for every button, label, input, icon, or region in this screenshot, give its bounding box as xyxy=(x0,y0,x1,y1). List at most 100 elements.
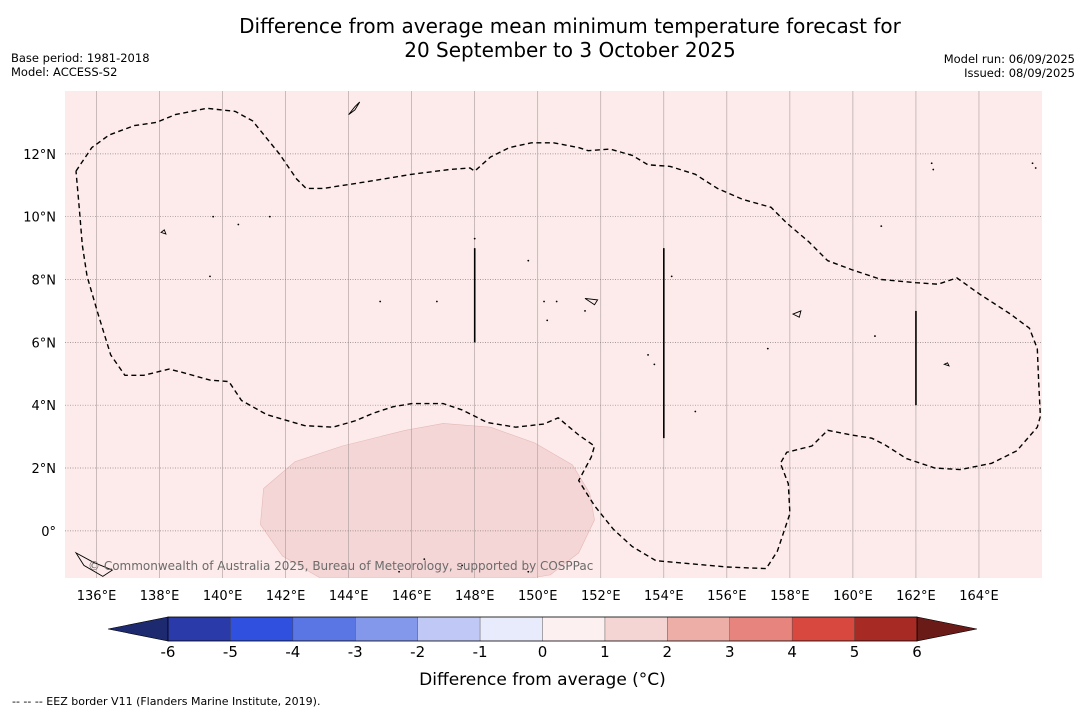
issued-date: Issued: 08/09/2025 xyxy=(964,66,1075,80)
x-tick-label: 158°E xyxy=(770,589,810,604)
island-dot xyxy=(694,410,697,413)
meta-left: Base period: 1981-2018 Model: ACCESS-S2 xyxy=(11,51,150,79)
boundary-lines xyxy=(473,248,917,439)
colorbar-segment xyxy=(292,617,356,641)
island-outline xyxy=(160,229,167,235)
island-dot xyxy=(1031,162,1034,165)
island-dot xyxy=(423,558,426,561)
colorbar-segment xyxy=(854,617,917,641)
island-dot xyxy=(237,223,240,226)
colorbar-tick-label: -2 xyxy=(410,643,426,661)
island-dot xyxy=(543,300,545,303)
model-name: Model: ACCESS-S2 xyxy=(11,65,118,79)
colorbar-label: Difference from average (°C) xyxy=(419,670,666,690)
colorbar-segment xyxy=(355,617,418,641)
colorbar-tick-label: 3 xyxy=(724,643,735,661)
island-outline xyxy=(943,362,950,367)
title-line-2: 20 September to 3 October 2025 xyxy=(404,38,736,62)
colorbar-tick-label: 5 xyxy=(849,643,860,661)
y-tick-label: 0° xyxy=(41,525,56,540)
model-run: Model run: 06/09/2025 xyxy=(943,52,1075,66)
island-dot xyxy=(766,347,769,350)
x-tick-label: 146°E xyxy=(392,589,432,604)
colorbar-frame xyxy=(167,616,918,642)
island-dot xyxy=(527,570,530,573)
island-dot xyxy=(647,354,649,356)
gridlines xyxy=(65,91,1042,578)
colorbar-segment xyxy=(230,617,293,641)
eez-footnote: -- -- -- EEZ border V11 (Flanders Marine… xyxy=(12,695,321,708)
x-axis-ticks: 136°E 138°E 140°E 142°E 144°E 146°E 148°E 150°E… xyxy=(77,589,999,604)
island-dot xyxy=(212,215,215,218)
x-tick-label: 144°E xyxy=(329,589,369,604)
x-tick-label: 164°E xyxy=(959,589,999,604)
x-tick-label: 160°E xyxy=(833,589,873,604)
x-tick-label: 152°E xyxy=(581,589,621,604)
island-dot xyxy=(268,215,271,218)
x-tick-label: 156°E xyxy=(707,589,747,604)
island-dot xyxy=(473,237,476,240)
copyright-notice: © Commonwealth of Australia 2025, Bureau… xyxy=(88,559,593,573)
title-line-1: Difference from average mean minimum tem… xyxy=(239,14,901,38)
base-period: Base period: 1981-2018 xyxy=(11,51,150,65)
y-tick-label: 10°N xyxy=(23,211,56,226)
x-tick-label: 136°E xyxy=(77,589,117,604)
colorbar-segment xyxy=(729,617,793,641)
colorbar-tick-label: 2 xyxy=(662,643,673,661)
x-tick-label: 140°E xyxy=(203,589,243,604)
colorbar-over-arrow xyxy=(916,616,978,642)
island-dot xyxy=(435,300,438,303)
colorbar-tick-label: 0 xyxy=(537,643,548,661)
island-dot xyxy=(670,275,673,278)
meta-right: Model run: 06/09/2025 Issued: 08/09/2025 xyxy=(944,52,1075,80)
x-tick-label: 162°E xyxy=(896,589,936,604)
colorbar-segment xyxy=(792,617,855,641)
islands xyxy=(74,101,1037,577)
y-tick-label: 6°N xyxy=(32,336,57,351)
eez-border xyxy=(75,107,1042,570)
island-outline xyxy=(584,297,599,306)
y-tick-label: 2°N xyxy=(32,462,57,477)
colorbar-segment xyxy=(542,617,605,641)
colorbar-under-arrow xyxy=(107,616,169,642)
x-tick-label: 142°E xyxy=(266,589,306,604)
island-dot xyxy=(379,300,382,303)
x-tick-label: 150°E xyxy=(518,589,558,604)
island-dot xyxy=(209,275,211,278)
island-dot xyxy=(932,168,935,171)
colorbar-segment xyxy=(667,617,730,641)
warm-anomaly-region xyxy=(260,423,595,578)
x-tick-label: 138°E xyxy=(140,589,180,604)
colorbar-tick-label: -1 xyxy=(472,643,488,661)
colorbar xyxy=(107,616,978,642)
y-axis-ticks: 0° 2°N 4°N 6°N 8°N 10°N 12°N xyxy=(23,148,56,540)
island-dot xyxy=(546,319,549,322)
colorbar-tick-label: 1 xyxy=(600,643,610,661)
island-dot xyxy=(461,564,464,567)
island-dot xyxy=(527,259,530,262)
island-outline xyxy=(74,551,114,577)
island-dot xyxy=(555,300,558,303)
island-dot xyxy=(584,310,586,312)
island-outline xyxy=(791,310,802,318)
map-title: Difference from average mean minimum tem… xyxy=(150,14,990,62)
colorbar-segment xyxy=(168,617,231,641)
island-dot xyxy=(930,162,933,165)
y-tick-label: 4°N xyxy=(32,399,57,414)
colorbar-tick-label: 4 xyxy=(787,643,797,661)
y-tick-label: 12°N xyxy=(23,148,56,163)
x-tick-label: 148°E xyxy=(455,589,495,604)
colorbar-segment xyxy=(604,617,668,641)
island-dot xyxy=(653,363,656,366)
colorbar-tick-label: 6 xyxy=(912,643,922,661)
colorbar-tick-label: -5 xyxy=(222,643,238,661)
island-dot xyxy=(880,225,883,228)
y-tick-label: 8°N xyxy=(32,274,57,289)
colorbar-tick-label: -3 xyxy=(347,643,363,661)
colorbar-segment xyxy=(417,617,481,641)
colorbar-tick-label: -6 xyxy=(160,643,176,661)
colorbar-tick-label: -4 xyxy=(285,643,301,661)
island-dot xyxy=(874,335,876,337)
colorbar-segment xyxy=(480,617,543,641)
